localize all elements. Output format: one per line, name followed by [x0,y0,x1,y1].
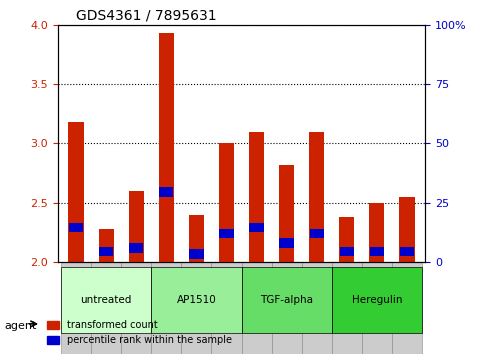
Bar [212,262,242,354]
Text: AP1510: AP1510 [176,295,216,305]
Bar [369,203,384,262]
Bar [99,247,113,256]
Bar [310,229,324,238]
Bar [242,262,271,354]
Bar [280,238,294,248]
Bar [339,217,355,262]
Bar [249,132,264,262]
Bar [249,223,264,233]
Bar [399,197,414,262]
Text: untreated: untreated [80,295,132,305]
FancyBboxPatch shape [242,267,332,333]
Bar [129,243,143,253]
FancyBboxPatch shape [332,267,422,333]
Legend: transformed count, percentile rank within the sample: transformed count, percentile rank withi… [43,316,236,349]
Bar [309,132,324,262]
Bar [271,262,302,354]
Bar [189,215,204,262]
Bar [69,223,83,233]
Bar [392,262,422,354]
Bar [219,143,234,262]
Bar [219,229,234,238]
Bar [181,262,212,354]
Bar [362,262,392,354]
Bar [159,187,173,197]
Text: agent: agent [5,321,37,331]
FancyBboxPatch shape [61,267,151,333]
Bar [279,165,294,262]
Bar [332,262,362,354]
Bar [370,247,384,256]
Bar [151,262,181,354]
Bar [159,33,174,262]
Text: GDS4361 / 7895631: GDS4361 / 7895631 [76,8,217,22]
Bar [91,262,121,354]
Text: TGF-alpha: TGF-alpha [260,295,313,305]
Bar [61,262,91,354]
FancyBboxPatch shape [151,267,242,333]
Text: Heregulin: Heregulin [352,295,402,305]
Bar [69,122,84,262]
Bar [189,249,203,258]
Bar [99,229,114,262]
Bar [302,262,332,354]
Bar [121,262,151,354]
Bar [400,247,414,256]
Bar [128,191,144,262]
Bar [340,247,354,256]
